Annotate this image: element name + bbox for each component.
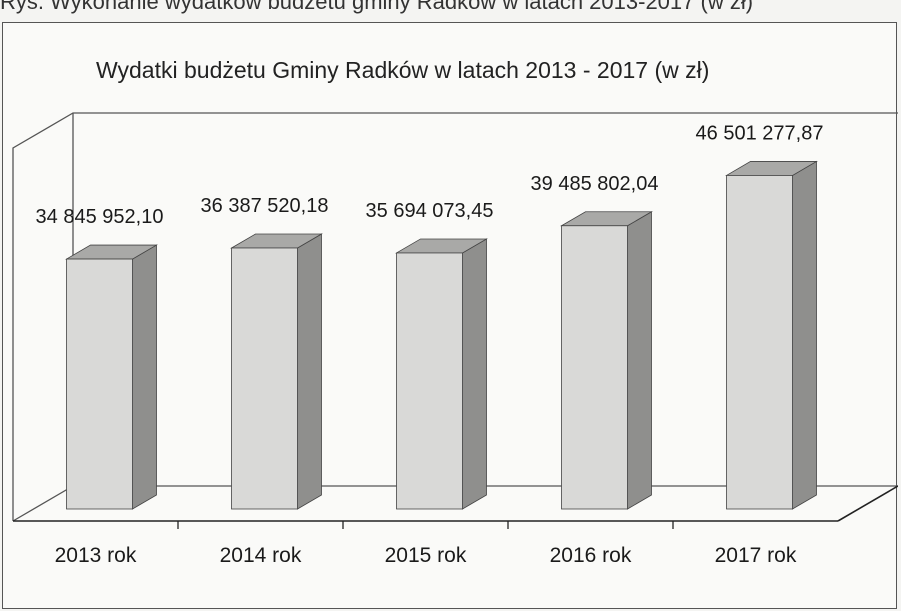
figure-caption: Rys. Wykonanie wydatków budżetu gminy Ra… bbox=[0, 0, 754, 14]
bar-front bbox=[561, 225, 628, 510]
x-tick-label: 2013 rok bbox=[55, 544, 137, 567]
category-labels: 2013 rok 2014 rok 2015 rok 2016 rok 2017 rok bbox=[55, 544, 797, 567]
bar bbox=[560, 211, 653, 510]
data-label: 36 387 520,18 bbox=[201, 195, 329, 217]
bar bbox=[725, 160, 818, 510]
chart-title: Wydatki budżetu Gminy Radków w latach 20… bbox=[96, 57, 709, 83]
bar-front bbox=[396, 252, 463, 510]
bar-side bbox=[462, 238, 487, 510]
bar bbox=[230, 233, 323, 510]
x-tick-label: 2014 rok bbox=[220, 544, 302, 567]
bar-side bbox=[627, 211, 652, 510]
bar-front bbox=[726, 175, 793, 510]
bar-front bbox=[66, 258, 133, 510]
bar bbox=[395, 238, 488, 510]
chart-wall-outline bbox=[12, 112, 898, 521]
data-label: 39 485 802,04 bbox=[531, 173, 659, 195]
x-axis-depth-edge bbox=[837, 485, 898, 522]
data-label: 34 845 952,10 bbox=[36, 206, 164, 228]
x-tick-label: 2015 rok bbox=[385, 544, 467, 567]
chart-frame: Wydatki budżetu Gminy Radków w latach 20… bbox=[2, 22, 898, 609]
data-label: 35 694 073,45 bbox=[366, 200, 494, 222]
bar-chart: Wydatki budżetu Gminy Radków w latach 20… bbox=[12, 57, 898, 567]
x-tick-label: 2016 rok bbox=[550, 544, 632, 567]
bar-side bbox=[792, 160, 817, 510]
bar-front bbox=[231, 247, 298, 510]
bar bbox=[65, 244, 158, 510]
bar-side bbox=[297, 233, 322, 510]
data-label: 46 501 277,87 bbox=[696, 122, 824, 144]
bar-side bbox=[132, 244, 157, 510]
x-tick-label: 2017 rok bbox=[715, 544, 797, 567]
data-labels: 34 845 952,10 36 387 520,18 35 694 073,45 3… bbox=[36, 122, 824, 228]
bars bbox=[65, 160, 818, 510]
